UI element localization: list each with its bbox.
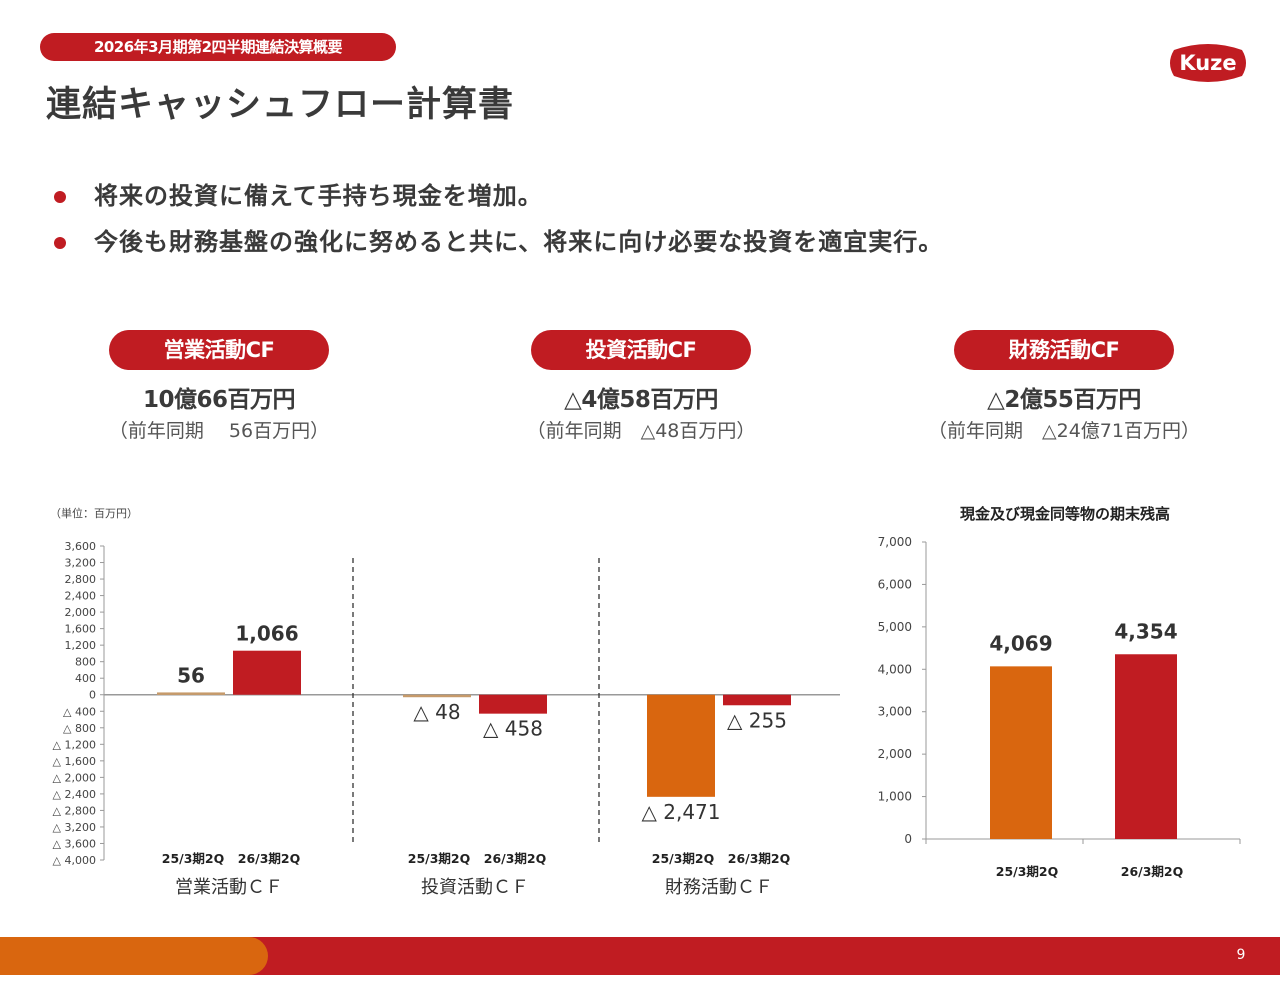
y-tick-label: 3,000 xyxy=(878,705,912,719)
x-tick-label: 26/3期2Q xyxy=(1121,864,1183,879)
kpi-value: △4億58百万円 xyxy=(564,387,718,413)
cash-chart-title: 現金及び現金同等物の期末残高 xyxy=(959,505,1170,523)
y-tick-label: 1,000 xyxy=(878,790,912,804)
y-tick-label: 1,200 xyxy=(65,639,97,652)
x-tick-label: 26/3期2Q xyxy=(238,851,300,866)
kpi-label: 投資活動CF xyxy=(531,330,751,370)
data-label: △ 458 xyxy=(483,717,543,741)
unit-note: （単位：百万円） xyxy=(50,507,138,520)
y-tick-label: 2,800 xyxy=(65,573,97,586)
data-label: 4,069 xyxy=(989,631,1052,655)
y-tick-label: 800 xyxy=(75,656,96,669)
y-tick-label: 2,400 xyxy=(65,590,97,603)
cash-bar xyxy=(1115,654,1177,839)
cf-bar xyxy=(723,694,791,706)
group-label: 営業活動ＣＦ xyxy=(175,877,283,898)
kpi-value: △2億55百万円 xyxy=(987,387,1141,413)
y-tick-label: 1,600 xyxy=(65,623,97,636)
kuze-logo: Kuze xyxy=(1170,44,1246,82)
y-tick-label: 7,000 xyxy=(878,535,912,549)
y-tick-label: 0 xyxy=(904,832,912,846)
kpi-financing-cf: 財務活動CF △2億55百万円 （前年同期 △24億71百万円） xyxy=(854,330,1274,443)
y-tick-label: △ 3,600 xyxy=(53,837,96,850)
y-tick-label: 2,000 xyxy=(65,606,97,619)
cash-bar xyxy=(990,666,1052,839)
x-tick-label: 25/3期2Q xyxy=(996,864,1058,879)
y-tick-label: 0 xyxy=(89,689,96,702)
kpi-prev: （前年同期 △48百万円） xyxy=(526,420,756,442)
kpi-prev: （前年同期 56百万円） xyxy=(108,420,330,442)
kpi-operating-cf: 営業活動CF 10億66百万円 （前年同期 56百万円） xyxy=(9,330,429,443)
page-title: 連結キャッシュフロー計算書 xyxy=(46,85,515,125)
y-tick-label: △ 2,400 xyxy=(53,788,96,801)
x-tick-label: 25/3期2Q xyxy=(652,851,714,866)
cf-bar xyxy=(479,694,547,714)
cf-bar xyxy=(647,694,715,797)
kpi-label: 財務活動CF xyxy=(954,330,1174,370)
y-tick-label: △ 1,200 xyxy=(53,738,96,751)
group-label: 財務活動ＣＦ xyxy=(665,877,773,898)
data-label: 1,066 xyxy=(235,622,298,646)
kpi-prev: （前年同期 △24億71百万円） xyxy=(928,420,1200,442)
cf-bar xyxy=(233,650,301,695)
x-tick-label: 26/3期2Q xyxy=(728,851,790,866)
kpi-label: 営業活動CF xyxy=(109,330,329,370)
section-tag: 2026年3月期第2四半期連結決算概要 xyxy=(40,33,396,61)
bullet-text: 将来の投資に備えて手持ち現金を増加。 xyxy=(94,182,543,210)
y-tick-label: △ 4,000 xyxy=(53,854,96,867)
group-label: 投資活動ＣＦ xyxy=(421,877,529,898)
bullet-list: 将来の投資に備えて手持ち現金を増加。 今後も財務基盤の強化に努めると共に、将来に… xyxy=(52,178,943,270)
data-label: 56 xyxy=(177,663,205,687)
y-tick-label: 3,600 xyxy=(65,540,97,553)
y-tick-label: 400 xyxy=(75,672,96,685)
page-number: 9 xyxy=(1236,947,1246,963)
data-label: △ 48 xyxy=(413,700,460,724)
bullet-dot-icon xyxy=(54,237,66,249)
y-tick-label: 2,000 xyxy=(878,747,912,761)
bullet-text: 今後も財務基盤の強化に努めると共に、将来に向け必要な投資を適宜実行。 xyxy=(94,228,944,256)
cf-bar xyxy=(157,692,225,695)
bullet-item: 今後も財務基盤の強化に努めると共に、将来に向け必要な投資を適宜実行。 xyxy=(52,224,943,270)
y-tick-label: 5,000 xyxy=(878,620,912,634)
logo-text: Kuze xyxy=(1179,51,1236,75)
x-tick-label: 25/3期2Q xyxy=(408,851,470,866)
cf-bar xyxy=(403,694,471,698)
y-tick-label: 3,200 xyxy=(65,557,97,570)
kpi-investing-cf: 投資活動CF △4億58百万円 （前年同期 △48百万円） xyxy=(431,330,851,443)
bullet-dot-icon xyxy=(54,191,66,203)
y-tick-label: △ 1,600 xyxy=(53,755,96,768)
y-tick-label: △ 3,200 xyxy=(53,821,96,834)
y-tick-label: △ 800 xyxy=(63,722,96,735)
kpi-value: 10億66百万円 xyxy=(142,387,296,413)
x-tick-label: 26/3期2Q xyxy=(484,851,546,866)
data-label: △ 255 xyxy=(727,708,787,732)
y-tick-label: △ 2,800 xyxy=(53,804,96,817)
y-tick-label: 4,000 xyxy=(878,662,912,676)
data-label: △ 2,471 xyxy=(642,800,721,824)
bullet-item: 将来の投資に備えて手持ち現金を増加。 xyxy=(52,178,943,224)
footer-accent xyxy=(0,937,268,975)
y-tick-label: △ 400 xyxy=(63,705,96,718)
y-tick-label: △ 2,000 xyxy=(53,771,96,784)
x-tick-label: 25/3期2Q xyxy=(162,851,224,866)
y-tick-label: 6,000 xyxy=(878,577,912,591)
data-label: 4,354 xyxy=(1114,619,1177,643)
